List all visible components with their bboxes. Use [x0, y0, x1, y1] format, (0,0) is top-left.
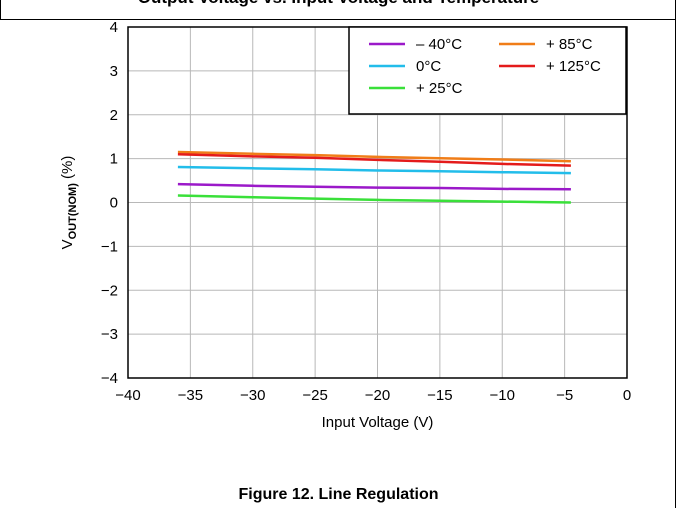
x-tick-label: −35	[178, 387, 203, 404]
y-tick-label: 3	[110, 63, 118, 80]
y-tick-label: −3	[101, 326, 118, 343]
y-axis-label-unit: (%)	[59, 156, 76, 184]
x-tick-label: −25	[302, 387, 327, 404]
figure-frame-top	[0, 19, 676, 20]
figure-title-fragment: Output Voltage vs. Input Voltage and Tem…	[0, 0, 677, 8]
legend-label: + 85°C	[546, 36, 593, 53]
series-line-3	[177, 150, 571, 163]
y-tick-label: −1	[101, 238, 118, 255]
y-tick-label: −2	[101, 282, 118, 299]
y-tick-label: 0	[110, 195, 118, 212]
x-tick-label: −5	[556, 387, 573, 404]
x-tick-label: 0	[623, 387, 631, 404]
legend-label: + 125°C	[546, 58, 601, 75]
series-line-0	[177, 182, 571, 191]
x-tick-label: −40	[115, 387, 140, 404]
x-tick-label: −15	[427, 387, 452, 404]
figure-frame-left	[0, 0, 1, 20]
legend: – 40°C + 85°C 0°C + 125°C + 25°C	[348, 26, 627, 115]
x-axis-label: Input Voltage (V)	[322, 414, 434, 431]
legend-label: + 25°C	[416, 80, 463, 97]
figure-caption: Figure 12. Line Regulation	[238, 486, 439, 503]
y-axis-label-main: V	[59, 239, 76, 249]
series-line-4	[177, 152, 571, 167]
y-tick-label: −4	[101, 370, 118, 387]
y-tick-label: 1	[110, 151, 118, 168]
x-tick-label: −10	[490, 387, 515, 404]
y-axis-label-subscript: OUT(NOM)	[67, 183, 79, 240]
series-line-2	[177, 194, 571, 204]
y-tick-label: 2	[110, 107, 118, 124]
x-tick-label: −30	[240, 387, 265, 404]
series-line-1	[177, 165, 571, 175]
legend-box	[348, 26, 627, 115]
x-tick-label: −20	[365, 387, 390, 404]
y-axis-label: VOUT(NOM) (%)	[59, 156, 79, 250]
figure-frame-right	[675, 0, 676, 508]
legend-label: – 40°C	[416, 36, 462, 53]
legend-label: 0°C	[416, 58, 441, 75]
y-tick-label: 4	[110, 19, 118, 36]
